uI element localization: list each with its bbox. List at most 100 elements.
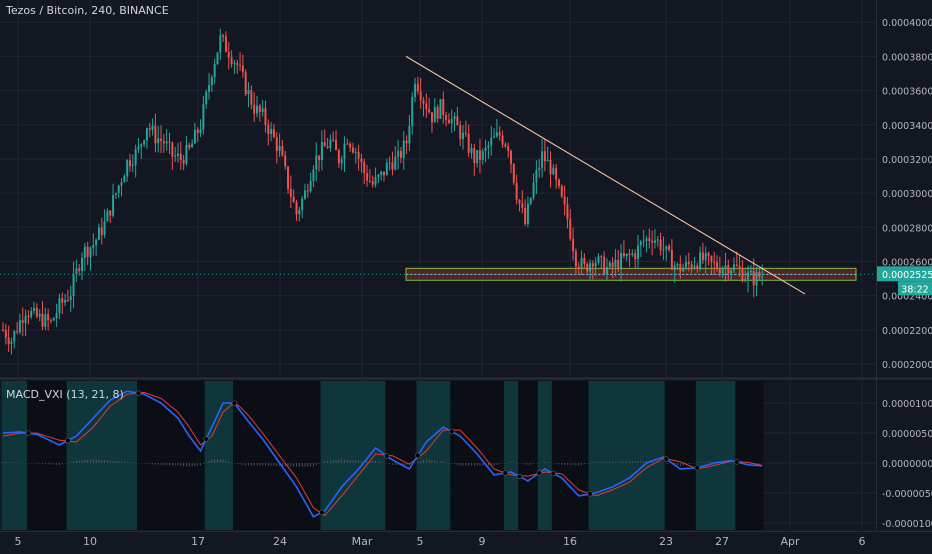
macd-bullish-band (416, 381, 450, 530)
candle-body (586, 264, 588, 272)
macd-histogram-bar (477, 463, 478, 465)
macd-histogram-bar (759, 463, 760, 464)
candle-body (471, 148, 473, 153)
candle (324, 129, 326, 146)
candle (499, 126, 501, 140)
candle (115, 193, 117, 199)
macd-histogram-bar (344, 460, 345, 463)
candle (53, 317, 55, 321)
macd-histogram-bar (355, 460, 356, 463)
macd-histogram-bar (615, 462, 616, 463)
candle-body (428, 109, 430, 112)
macd-histogram-bar (640, 461, 641, 463)
candle-body (386, 163, 388, 175)
macd-histogram-bar (550, 463, 551, 464)
candle-body (682, 267, 684, 271)
candle-body (719, 269, 721, 274)
candle-body (660, 239, 662, 250)
candle-body (208, 85, 210, 92)
candle (194, 123, 196, 144)
candle (651, 230, 653, 255)
candle-body (651, 241, 653, 243)
candle-body (16, 331, 18, 332)
candle-body (504, 144, 506, 146)
candle (637, 235, 639, 269)
candle-body (606, 267, 608, 274)
candle (406, 135, 408, 154)
macd-histogram-bar (612, 462, 613, 463)
candle-body (58, 298, 60, 313)
candle-body (5, 330, 7, 338)
candle (264, 101, 266, 133)
crossover-dot (26, 431, 31, 436)
candle (47, 309, 49, 331)
candle-body (132, 165, 134, 166)
macd-histogram-bar (259, 463, 260, 465)
candle-body (8, 338, 10, 344)
candle (92, 233, 94, 255)
candle (27, 310, 29, 324)
candle-body (312, 169, 314, 181)
candle-body (375, 177, 377, 185)
candle (253, 92, 255, 122)
macd-histogram-bar (268, 463, 269, 466)
candle (352, 143, 354, 154)
macd-histogram-bar (669, 463, 670, 464)
candle-body (468, 134, 470, 153)
candle (476, 150, 478, 167)
macd-histogram-bar (152, 463, 153, 464)
candle-body (98, 227, 100, 239)
macd-histogram-bar (595, 462, 596, 463)
candle-body (564, 197, 566, 205)
candle-body (761, 276, 763, 277)
candle (544, 139, 546, 171)
candle-body (50, 320, 52, 321)
candle-body (485, 147, 487, 151)
macd-bullish-band (321, 381, 386, 530)
candle (121, 178, 123, 196)
candle-body (383, 172, 385, 176)
candle (81, 252, 83, 280)
macd-histogram-bar (53, 463, 54, 465)
candle-body (674, 265, 676, 269)
candle-body (626, 254, 628, 256)
candle-body (284, 156, 286, 167)
candle-body (431, 112, 433, 122)
macd-histogram-bar (417, 462, 418, 463)
candle (290, 176, 292, 208)
candle (566, 197, 568, 229)
candle (504, 142, 506, 148)
macd-histogram-bar (220, 459, 221, 463)
macd-histogram-bar (180, 463, 181, 466)
macd-histogram-bar (226, 460, 227, 463)
candle-body (592, 263, 594, 266)
macd-histogram-bar (149, 463, 150, 464)
candle (423, 97, 425, 116)
macd-histogram-bar (570, 463, 571, 465)
candle (307, 184, 309, 198)
candle-body (476, 150, 478, 163)
candle (205, 89, 207, 108)
candle-body (620, 253, 622, 268)
macd-histogram-bar (420, 461, 421, 463)
candle-body (301, 199, 303, 210)
macd-histogram-bar (691, 463, 692, 464)
macd-histogram-bar (28, 463, 29, 464)
candle-body (25, 316, 27, 323)
macd-histogram-bar (333, 460, 334, 463)
candle-body (654, 240, 656, 242)
candle (355, 148, 357, 164)
candle (30, 307, 32, 319)
macd-histogram-bar (305, 463, 306, 467)
macd-bearish-band (27, 381, 67, 530)
candle (104, 209, 106, 238)
candle (394, 146, 396, 170)
macd-histogram-bar (34, 463, 35, 464)
macd-histogram-bar (290, 463, 291, 466)
candle-body (423, 100, 425, 103)
candle-body (194, 130, 196, 144)
candle-body (231, 58, 233, 64)
candle (222, 34, 224, 42)
